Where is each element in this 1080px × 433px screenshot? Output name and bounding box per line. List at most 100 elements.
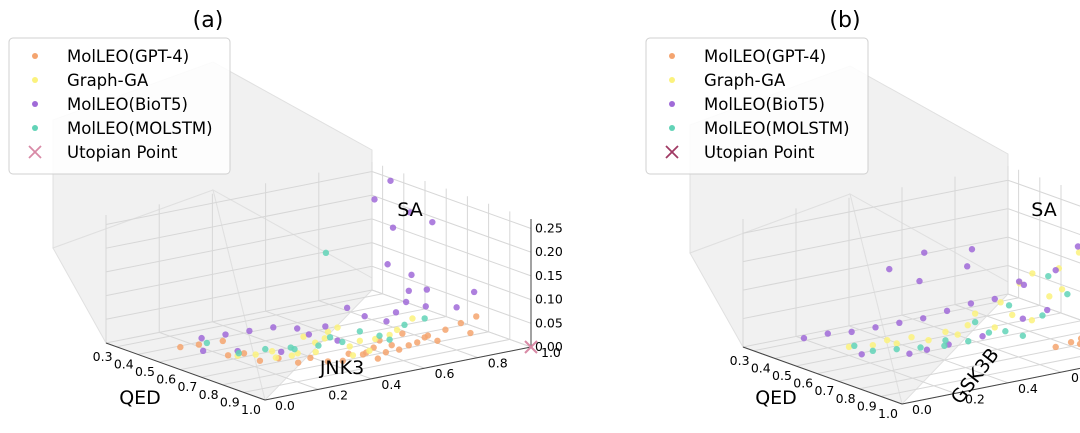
grid-line — [371, 162, 532, 348]
scatter-point — [219, 337, 226, 345]
scatter-point — [925, 336, 932, 344]
scatter-point — [916, 277, 923, 285]
legend-box — [8, 37, 231, 175]
y-tick-label: 0.0 — [275, 398, 295, 413]
scatter-point — [869, 341, 877, 349]
legend-label: Utopian Point — [704, 143, 815, 162]
scatter-point — [1045, 272, 1052, 280]
legend-marker — [32, 101, 38, 107]
scatter-point — [294, 359, 302, 366]
scatter-point — [376, 332, 383, 339]
grid-line — [838, 332, 1080, 382]
scatter-point — [422, 303, 429, 310]
y-tick-label: 0.8 — [488, 356, 508, 371]
scatter-point — [1028, 317, 1036, 324]
scatter-point — [278, 348, 285, 356]
utopian-point-marker — [524, 340, 538, 354]
scatter-point — [473, 313, 480, 320]
scatter-point — [893, 345, 900, 353]
scatter-point — [395, 346, 403, 353]
scatter-point — [343, 304, 351, 312]
scatter-point — [387, 177, 394, 184]
z-tick-label: 0.15 — [535, 268, 563, 283]
scatter-point — [967, 300, 975, 307]
z-tick-label: 0.00 — [535, 339, 563, 354]
scatter-point — [393, 326, 401, 334]
z-tick-label: 0.05 — [535, 315, 563, 330]
scatter-point — [203, 339, 211, 347]
scatter-point — [382, 349, 390, 356]
scatter-point — [869, 347, 877, 355]
scatter-point — [307, 354, 314, 362]
scatter-point — [824, 330, 831, 337]
legend-label: MolLEO(GPT-4) — [704, 47, 826, 66]
scatter-point — [1052, 266, 1059, 274]
legend-label: MolLEO(BioT5) — [67, 95, 188, 114]
y-tick-label: 0.2 — [965, 391, 985, 406]
legend-marker — [669, 125, 675, 131]
scatter-point — [1046, 293, 1053, 300]
axis-line — [105, 342, 266, 401]
grid-line — [795, 208, 956, 394]
scatter-point — [408, 271, 415, 279]
scatter-point — [384, 261, 391, 268]
z-axis-label: SA — [1031, 199, 1056, 221]
scatter-point — [997, 299, 1004, 306]
scatter-point — [386, 336, 393, 343]
scatter-point — [268, 348, 276, 355]
grid-line — [859, 344, 1080, 390]
scatter-point — [421, 315, 428, 322]
legend-label: MolLEO(BioT5) — [704, 95, 825, 114]
scatter-point — [339, 357, 346, 365]
scatter-point — [1058, 286, 1066, 293]
legend-marker — [665, 145, 679, 159]
scatter-point — [356, 328, 364, 335]
scatter-point — [315, 342, 322, 349]
x-tick-label: 0.9 — [857, 398, 877, 413]
scatter-point — [272, 354, 280, 361]
scatter-point — [1019, 332, 1027, 339]
scatter-point — [383, 318, 390, 325]
panel-label: (a) — [193, 8, 224, 33]
legend-marker — [669, 53, 675, 59]
scatter-point — [294, 325, 301, 332]
legend-label: MolLEO(MOLSTM) — [704, 119, 850, 138]
y-tick-label: 0.2 — [328, 387, 348, 402]
scatter-point — [968, 246, 976, 253]
legend-label: MolLEO(MOLSTM) — [67, 119, 213, 138]
scatter-point — [467, 329, 474, 337]
scatter-point — [386, 331, 393, 339]
scatter-point — [361, 313, 368, 320]
scatter-point — [256, 357, 264, 364]
x-tick-label: 1.0 — [878, 406, 898, 421]
legend-label: Utopian Point — [67, 143, 178, 162]
legend-marker — [669, 77, 675, 83]
y-tick-label: 1.0 — [541, 345, 561, 360]
scatter-point — [845, 343, 853, 351]
legend: MolLEO(GPT-4) Graph-GA MolLEO(BioT5) MolLEO… — [645, 37, 869, 175]
scatter-point — [883, 336, 891, 344]
x-tick-label: 0.5 — [772, 368, 792, 383]
scatter-point — [942, 337, 949, 344]
legend-box — [645, 37, 869, 175]
scatter-point — [195, 341, 203, 348]
scatter-point — [1015, 278, 1023, 285]
scatter-point — [349, 352, 357, 359]
scatter-point — [1005, 302, 1013, 309]
scatter-point — [848, 328, 855, 336]
legend-marker — [32, 53, 38, 59]
scatter-point — [1075, 249, 1080, 256]
scatter-point — [908, 333, 915, 341]
scatter-point — [453, 304, 460, 311]
scatter-point — [1044, 306, 1051, 314]
scatter-point — [1074, 243, 1080, 250]
scatter-point — [954, 331, 961, 338]
y-tick-label: 0.6 — [1071, 370, 1080, 385]
x-tick-label: 0.8 — [836, 391, 856, 406]
scatter-point — [300, 333, 307, 340]
x-tick-label: 0.8 — [199, 387, 219, 402]
z-axis-label: SA — [397, 199, 422, 221]
z-tick-label: 0.10 — [535, 292, 563, 307]
scatter-point — [322, 323, 329, 330]
panel-a: 0.30.40.50.60.70.80.91.0 0.00.20.40.60.81… — [52, 8, 563, 417]
